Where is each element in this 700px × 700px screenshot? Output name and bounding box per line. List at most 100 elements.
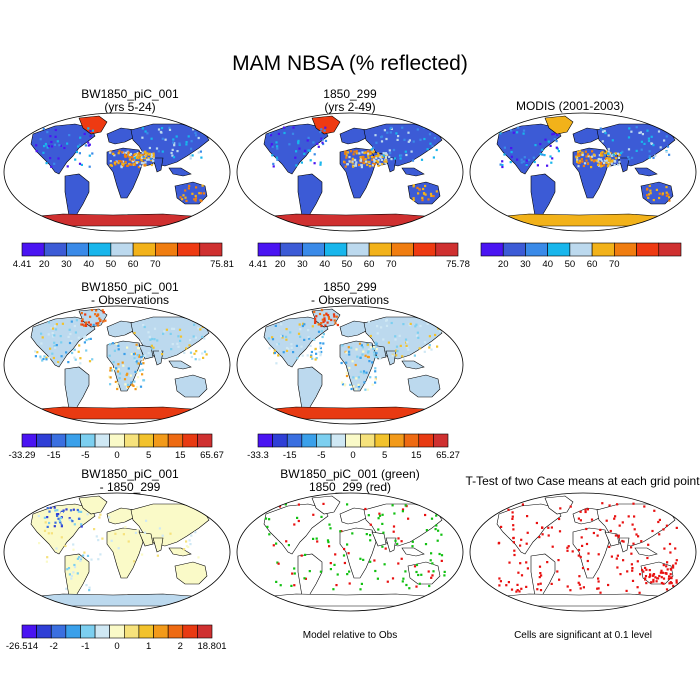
grid-cell [499,163,502,166]
grid-cell [606,159,609,162]
grid-cell [510,129,513,132]
grid-cell [599,127,602,130]
grid-cell [646,188,649,191]
grid-cell [284,503,287,506]
grid-cell [327,314,330,317]
colorbar-swatch [658,242,682,257]
grid-cell [73,566,77,569]
grid-cell [117,344,120,347]
grid-cell [645,568,648,571]
grid-cell [411,540,414,543]
grid-cell [314,317,317,320]
grid-cell [590,166,593,169]
grid-cell [662,528,665,531]
grid-cell [120,160,123,163]
grid-cell [141,525,144,528]
grid-cell [104,319,107,322]
grid-cell [268,347,271,350]
grid-cell [56,362,59,366]
grid-cell [538,536,541,539]
grid-cell [150,344,153,347]
grid-cell [407,348,410,351]
grid-cell [97,313,100,316]
grid-cell [356,355,359,358]
grid-cell [133,357,136,360]
grid-cell [140,358,144,361]
grid-cell [143,325,146,329]
grid-cell [75,150,78,154]
grid-cell [276,145,279,148]
grid-cell [430,517,434,520]
grid-cell [616,152,620,155]
panel-title-3: MODIS (2001-2003) [515,99,625,113]
grid-cell [585,155,588,158]
grid-cell [89,315,92,318]
grid-cell [78,344,81,347]
colorbar-swatch [547,242,571,257]
grid-cell [320,515,323,518]
colorbar-swatch [177,242,201,257]
grid-cell [362,159,365,162]
continent-antarctica [478,593,688,607]
grid-cell [372,158,376,161]
grid-cell [66,142,69,145]
grid-cell [390,127,393,130]
grid-cell [127,153,130,156]
grid-cell [43,529,47,532]
grid-cell [599,158,603,161]
grid-cell [667,510,671,513]
grid-cell [171,327,174,330]
grid-cell [275,141,278,144]
grid-cell [507,508,510,511]
map-panel-2 [236,112,464,232]
grid-cell [426,322,429,325]
colorbar-tick-label: 70 [386,259,397,270]
grid-cell [408,139,411,142]
grid-cell [47,532,50,535]
grid-cell [66,568,69,571]
grid-cell [649,192,652,195]
grid-cell [320,137,323,140]
continent-seasia [401,360,425,370]
grid-cell [654,576,657,579]
grid-cell [141,155,144,158]
grid-cell [80,312,83,315]
grid-cell [315,352,318,355]
continent-europe [106,320,136,338]
grid-cell [193,198,196,201]
grid-cell [173,144,176,147]
grid-cell [290,343,293,346]
grid-cell [319,352,322,356]
grid-cell [200,199,203,203]
grid-cell [501,165,504,169]
grid-cell [597,553,600,556]
grid-cell [376,577,379,580]
grid-cell [190,355,193,359]
grid-cell [382,152,385,155]
grid-cell [85,321,88,324]
grid-cell [111,152,114,155]
grid-cell [541,153,544,156]
grid-cell [581,152,584,155]
colorbar-tick-label: 5 [146,450,151,461]
grid-cell [287,347,290,350]
grid-cell [270,143,273,146]
colorbar-swatch [257,433,273,448]
grid-cell [617,534,620,537]
grid-cell [360,164,363,167]
grid-cell [650,142,653,145]
grid-cell [668,196,671,199]
continent-greenland [78,115,108,135]
grid-cell [144,130,147,133]
grid-cell [396,542,399,545]
grid-cell [584,150,587,153]
colorbar-swatch [418,433,434,448]
grid-cell [124,151,128,154]
grid-cell [662,577,666,580]
grid-cell [510,155,513,158]
grid-cell [320,330,323,333]
grid-cell [129,156,132,159]
grid-cell [275,362,278,365]
grid-cell [559,507,562,510]
grid-cell [150,163,153,167]
